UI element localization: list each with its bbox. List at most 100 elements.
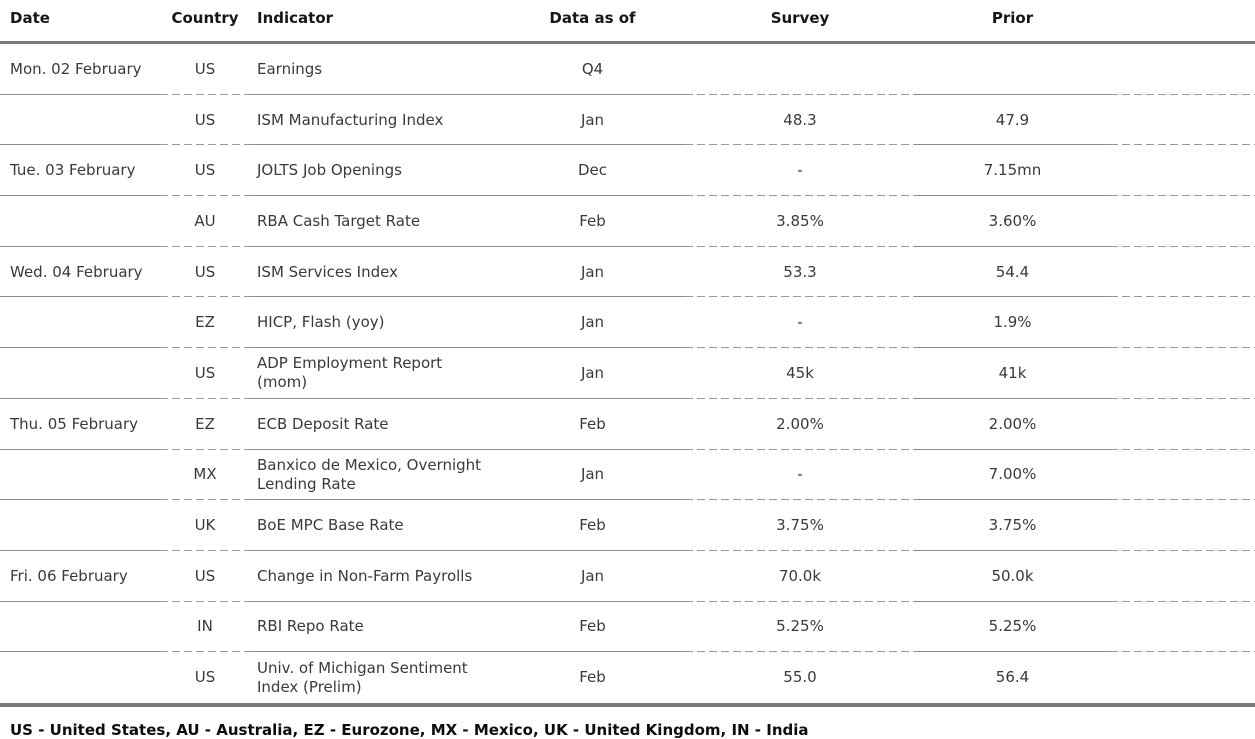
cell-indicator: Banxico de Mexico, Overnight Lending Rat…	[250, 449, 500, 501]
column-header-prior: Prior	[991, 9, 1034, 27]
table-row: US ISM Manufacturing Index Jan 48.3 47.9	[0, 94, 1255, 146]
cell-data-as-of: Q4	[500, 44, 685, 95]
cell-spacer	[1110, 94, 1255, 146]
table-header-row: Date Country Indicator Data as of Survey…	[0, 0, 1255, 44]
cell-data-as-of: Jan	[500, 550, 685, 602]
cell-spacer	[1110, 348, 1255, 399]
column-header-spacer	[1110, 0, 1255, 41]
table-row: Tue. 03 February US JOLTS Job Openings D…	[0, 145, 1255, 197]
cell-prior: 7.00%	[915, 449, 1110, 501]
cell-country: UK	[160, 500, 250, 551]
cell-data-as-of: Jan	[500, 246, 685, 298]
cell-indicator: ECB Deposit Rate	[250, 398, 500, 450]
cell-prior: 2.00%	[915, 398, 1110, 450]
cell-survey: 55.0	[783, 668, 817, 687]
cell-survey: 3.75%	[685, 500, 915, 551]
cell-spacer	[1110, 196, 1255, 247]
cell-indicator: Change in Non-Farm Payrolls	[250, 550, 500, 602]
cell-spacer	[1110, 550, 1255, 602]
cell-prior: 41k	[915, 348, 1110, 399]
cell-date	[0, 297, 160, 349]
cell-country: EZ	[160, 398, 250, 450]
column-header-data-as-of: Data as of	[549, 9, 636, 27]
cell-survey: -	[685, 449, 915, 501]
column-header-country: Country	[171, 9, 239, 27]
table-row: US Univ. of Michigan Sentiment Index (Pr…	[0, 652, 1255, 703]
column-header-indicator: Indicator	[257, 9, 334, 27]
country-code-legend: US - United States, AU - Australia, EZ -…	[10, 720, 809, 739]
cell-country: US	[160, 94, 250, 146]
cell-indicator: BoE MPC Base Rate	[250, 500, 500, 551]
table-row: US ADP Employment Report (mom) Jan 45k 4…	[0, 348, 1255, 399]
column-header-date: Date	[10, 9, 50, 27]
cell-data-as-of: Dec	[500, 145, 685, 197]
cell-prior: 1.9%	[915, 297, 1110, 349]
cell-country: IN	[160, 601, 250, 653]
cell-date	[0, 348, 160, 399]
cell-data-as-of: Feb	[500, 500, 685, 551]
cell-survey: 48.3	[685, 94, 915, 146]
cell-data-as-of: Jan	[500, 348, 685, 399]
cell-date: Fri. 06 February	[0, 550, 160, 602]
table-row: IN RBI Repo Rate Feb 5.25% 5.25%	[0, 601, 1255, 653]
cell-date	[0, 449, 160, 501]
cell-spacer	[1110, 601, 1255, 653]
cell-country: US	[160, 348, 250, 399]
cell-country: US	[160, 550, 250, 602]
cell-prior: 56.4	[995, 668, 1030, 687]
cell-survey: 45k	[685, 348, 915, 399]
table-row: UK BoE MPC Base Rate Feb 3.75% 3.75%	[0, 500, 1255, 551]
cell-data-as-of: Jan	[500, 449, 685, 501]
cell-prior: 50.0k	[915, 550, 1110, 602]
cell-data-as-of: Jan	[500, 94, 685, 146]
cell-data-as-of: Feb	[500, 601, 685, 653]
cell-date: Tue. 03 February	[0, 145, 160, 197]
cell-country: US	[160, 145, 250, 197]
cell-date: Mon. 02 February	[0, 44, 160, 95]
cell-prior	[915, 44, 1110, 95]
cell-date	[0, 94, 160, 146]
cell-indicator: ISM Manufacturing Index	[250, 94, 500, 146]
cell-indicator: ISM Services Index	[250, 246, 500, 298]
cell-indicator: HICP, Flash (yoy)	[250, 297, 500, 349]
cell-survey: -	[685, 297, 915, 349]
cell-indicator: Earnings	[250, 44, 500, 95]
cell-data-as-of: Feb	[579, 668, 606, 687]
cell-spacer	[1110, 652, 1255, 703]
cell-country: EZ	[160, 297, 250, 349]
cell-prior: 7.15mn	[915, 145, 1110, 197]
cell-date	[0, 601, 160, 653]
cell-prior: 3.60%	[915, 196, 1110, 247]
cell-indicator: RBI Repo Rate	[250, 601, 500, 653]
cell-prior: 54.4	[915, 246, 1110, 298]
cell-country: US	[194, 668, 216, 687]
cell-survey: 53.3	[685, 246, 915, 298]
cell-prior: 3.75%	[915, 500, 1110, 551]
cell-spacer	[1110, 398, 1255, 450]
table-row: Thu. 05 February EZ ECB Deposit Rate Feb…	[0, 398, 1255, 450]
cell-survey: 2.00%	[685, 398, 915, 450]
cell-spacer	[1110, 44, 1255, 95]
cell-prior: 5.25%	[915, 601, 1110, 653]
cell-spacer	[1110, 297, 1255, 349]
table-row: Wed. 04 February US ISM Services Index J…	[0, 246, 1255, 298]
cell-country: AU	[160, 196, 250, 247]
cell-indicator: JOLTS Job Openings	[250, 145, 500, 197]
cell-indicator: Univ. of Michigan Sentiment Index (Preli…	[257, 658, 468, 696]
cell-indicator: ADP Employment Report (mom)	[250, 348, 500, 399]
cell-survey: 5.25%	[685, 601, 915, 653]
cell-survey: -	[685, 145, 915, 197]
cell-survey: 70.0k	[685, 550, 915, 602]
cell-country: US	[160, 44, 250, 95]
cell-survey: 3.85%	[685, 196, 915, 247]
cell-prior: 47.9	[915, 94, 1110, 146]
cell-spacer	[1110, 246, 1255, 298]
cell-indicator: RBA Cash Target Rate	[250, 196, 500, 247]
cell-date: Wed. 04 February	[0, 246, 160, 298]
table-row: MX Banxico de Mexico, Overnight Lending …	[0, 449, 1255, 501]
table-row: EZ HICP, Flash (yoy) Jan - 1.9%	[0, 297, 1255, 349]
cell-country: US	[160, 246, 250, 298]
cell-date	[0, 652, 160, 703]
table-row: Fri. 06 February US Change in Non-Farm P…	[0, 550, 1255, 602]
